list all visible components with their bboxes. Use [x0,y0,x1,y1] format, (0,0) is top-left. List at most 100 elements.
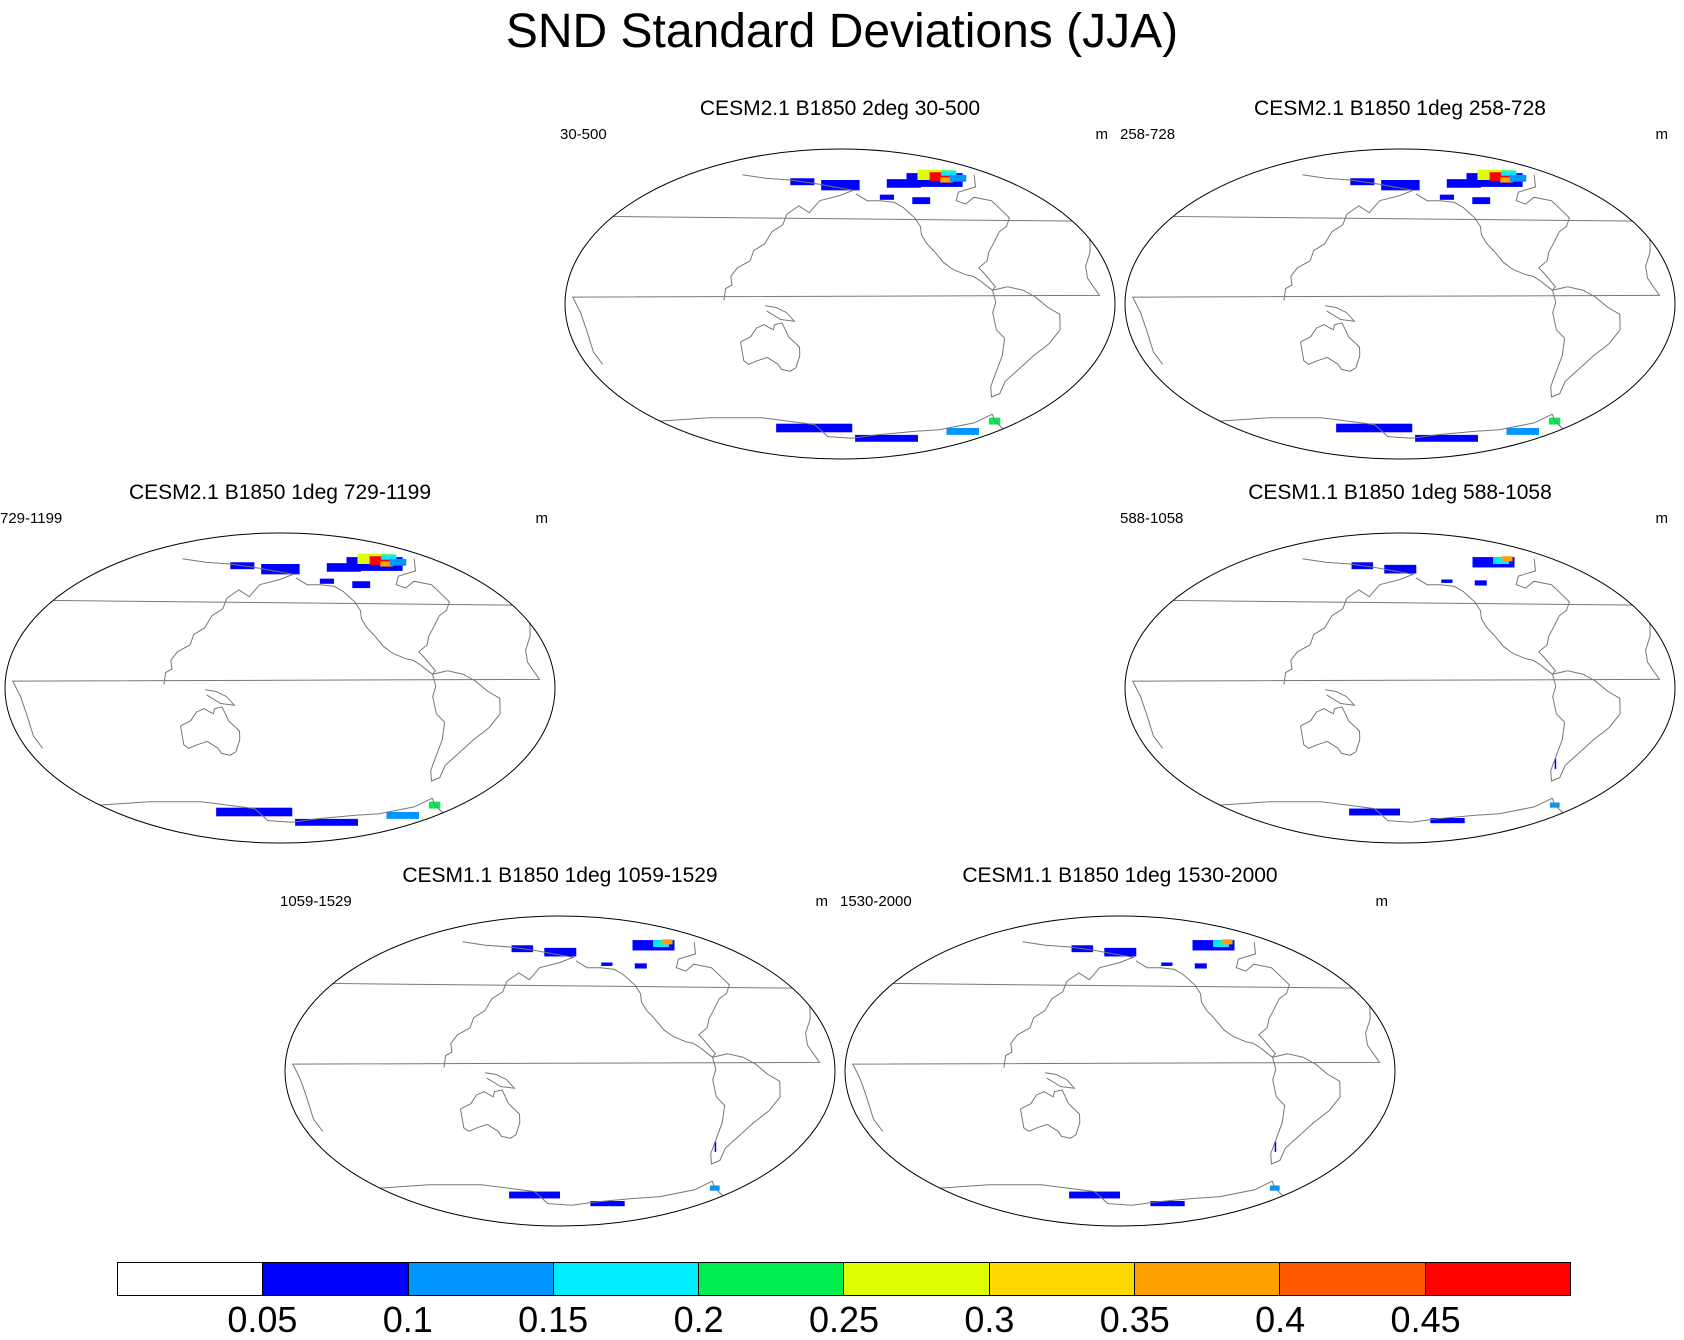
coastline [485,1072,516,1089]
coastline [1270,1053,1341,1165]
map-border [4,532,556,844]
panel-units-label: m [815,893,829,910]
snow-patch [1415,434,1478,442]
colorbar-box [1425,1263,1570,1295]
panel-period-label: 729-1199 [0,510,63,527]
panel-title: CESM1.1 B1850 1deg 1059-1529 [402,864,718,887]
panel-title: CESM2.1 B1850 1deg 729-1199 [129,481,431,504]
snow-patch [380,561,393,567]
coastline [443,941,575,1068]
coastline [740,322,801,372]
colorbar-box [844,1263,990,1295]
coastline [1415,193,1553,291]
coastline [585,181,1091,243]
coastline [1135,960,1273,1058]
coastline [295,577,433,675]
coastline [609,413,1071,439]
coastline [1283,174,1415,301]
coastline [1550,286,1621,398]
colorbar-box [989,1263,1136,1295]
coastline [575,960,713,1058]
colorbar-tick-label: 0.25 [808,1299,880,1340]
colorbar [117,1262,1571,1296]
snow-patch [1017,425,1038,431]
world-map [284,915,836,1227]
snow-patch [1502,556,1513,562]
world-map [564,148,1116,460]
snow-patch [1213,940,1229,947]
figure-title: SND Standard Deviations (JJA) [505,5,1179,58]
colorbar-box [118,1263,264,1295]
snow-patch [509,1191,560,1199]
world-map [1124,532,1676,844]
colorbar-tick-label: 0.15 [518,1299,589,1340]
snow-patch [1441,579,1453,583]
snow-patch [1506,428,1539,435]
map-panel: CESM2.1 B1850 2deg 30-500 30-500 m [560,96,1120,466]
map-panel: CESM1.1 B1850 1deg 1059-1529 1059-1529 m [280,863,840,1233]
colorbar-tick-label: 0.05 [227,1299,298,1340]
map-panel: CESM1.1 B1850 1deg 588-1058 588-1058 m [1120,480,1680,850]
coastline [163,558,295,685]
coastline [723,174,855,301]
coastline [25,565,531,627]
coastline [710,1053,781,1165]
snow-patch [1446,179,1481,188]
snow-patch [662,939,673,945]
coastline [430,670,501,782]
coastline [1325,305,1356,322]
world-map [4,532,556,844]
coastline [865,948,1371,1010]
snow-patch [1577,425,1598,431]
colorbar-tick-label: 0.3 [964,1299,1015,1340]
snow-patch [544,947,577,957]
snow-patch [940,177,953,183]
coastline [889,1180,1351,1206]
snow-patch [1384,564,1417,574]
coastline [395,558,450,675]
colorbar-tick-label: 0.35 [1099,1299,1170,1340]
snow-patch [929,172,953,181]
coastline [1550,670,1621,782]
panel-title: CESM2.1 B1850 1deg 258-728 [1254,97,1546,120]
world-map [844,915,1396,1227]
coastline [571,241,1101,365]
colorbar-labels: 0.05 0.1 0.15 0.2 0.25 0.3 0.35 0.4 0.45 [117,1300,1571,1340]
panel-units-label: m [1655,510,1669,527]
coastline [1003,941,1135,1068]
snow-patch [946,428,979,435]
snow-patch [319,578,334,584]
panel-units-label: m [1655,126,1669,143]
panel-title: CESM1.1 B1850 1deg 1530-2000 [962,864,1278,887]
snow-patch [1274,1141,1277,1152]
coastline [1045,1072,1076,1089]
colorbar-box [408,1263,554,1295]
coastline [460,1089,521,1139]
snow-patch [776,423,853,433]
snow-patch [886,179,921,188]
snow-patch [457,809,478,815]
snow-patch [389,558,407,566]
snow-patch [1430,818,1465,824]
panel-title: CESM1.1 B1850 1deg 588-1058 [1248,481,1552,504]
coastline [305,948,811,1010]
colorbar-box [1135,1263,1281,1295]
snow-patch [326,563,361,572]
coastline [1131,625,1661,749]
snow-patch [1194,963,1207,969]
coastline [180,706,241,756]
world-map [1124,148,1676,460]
snow-patch [1069,1191,1120,1199]
colorbar-box [699,1263,845,1295]
snow-patch [1150,1201,1185,1207]
coastline [990,286,1061,398]
coastline [11,625,541,749]
snow-patch [714,1141,717,1152]
snow-patch [912,197,931,205]
snow-patch [261,564,300,575]
map-panel: CESM2.1 B1850 1deg 258-728 258-728 m [1120,96,1680,466]
panel-period-label: 30-500 [560,126,607,143]
coastline [1145,565,1651,627]
coastline [1169,797,1631,823]
panel-title: CESM2.1 B1850 2deg 30-500 [699,97,981,120]
